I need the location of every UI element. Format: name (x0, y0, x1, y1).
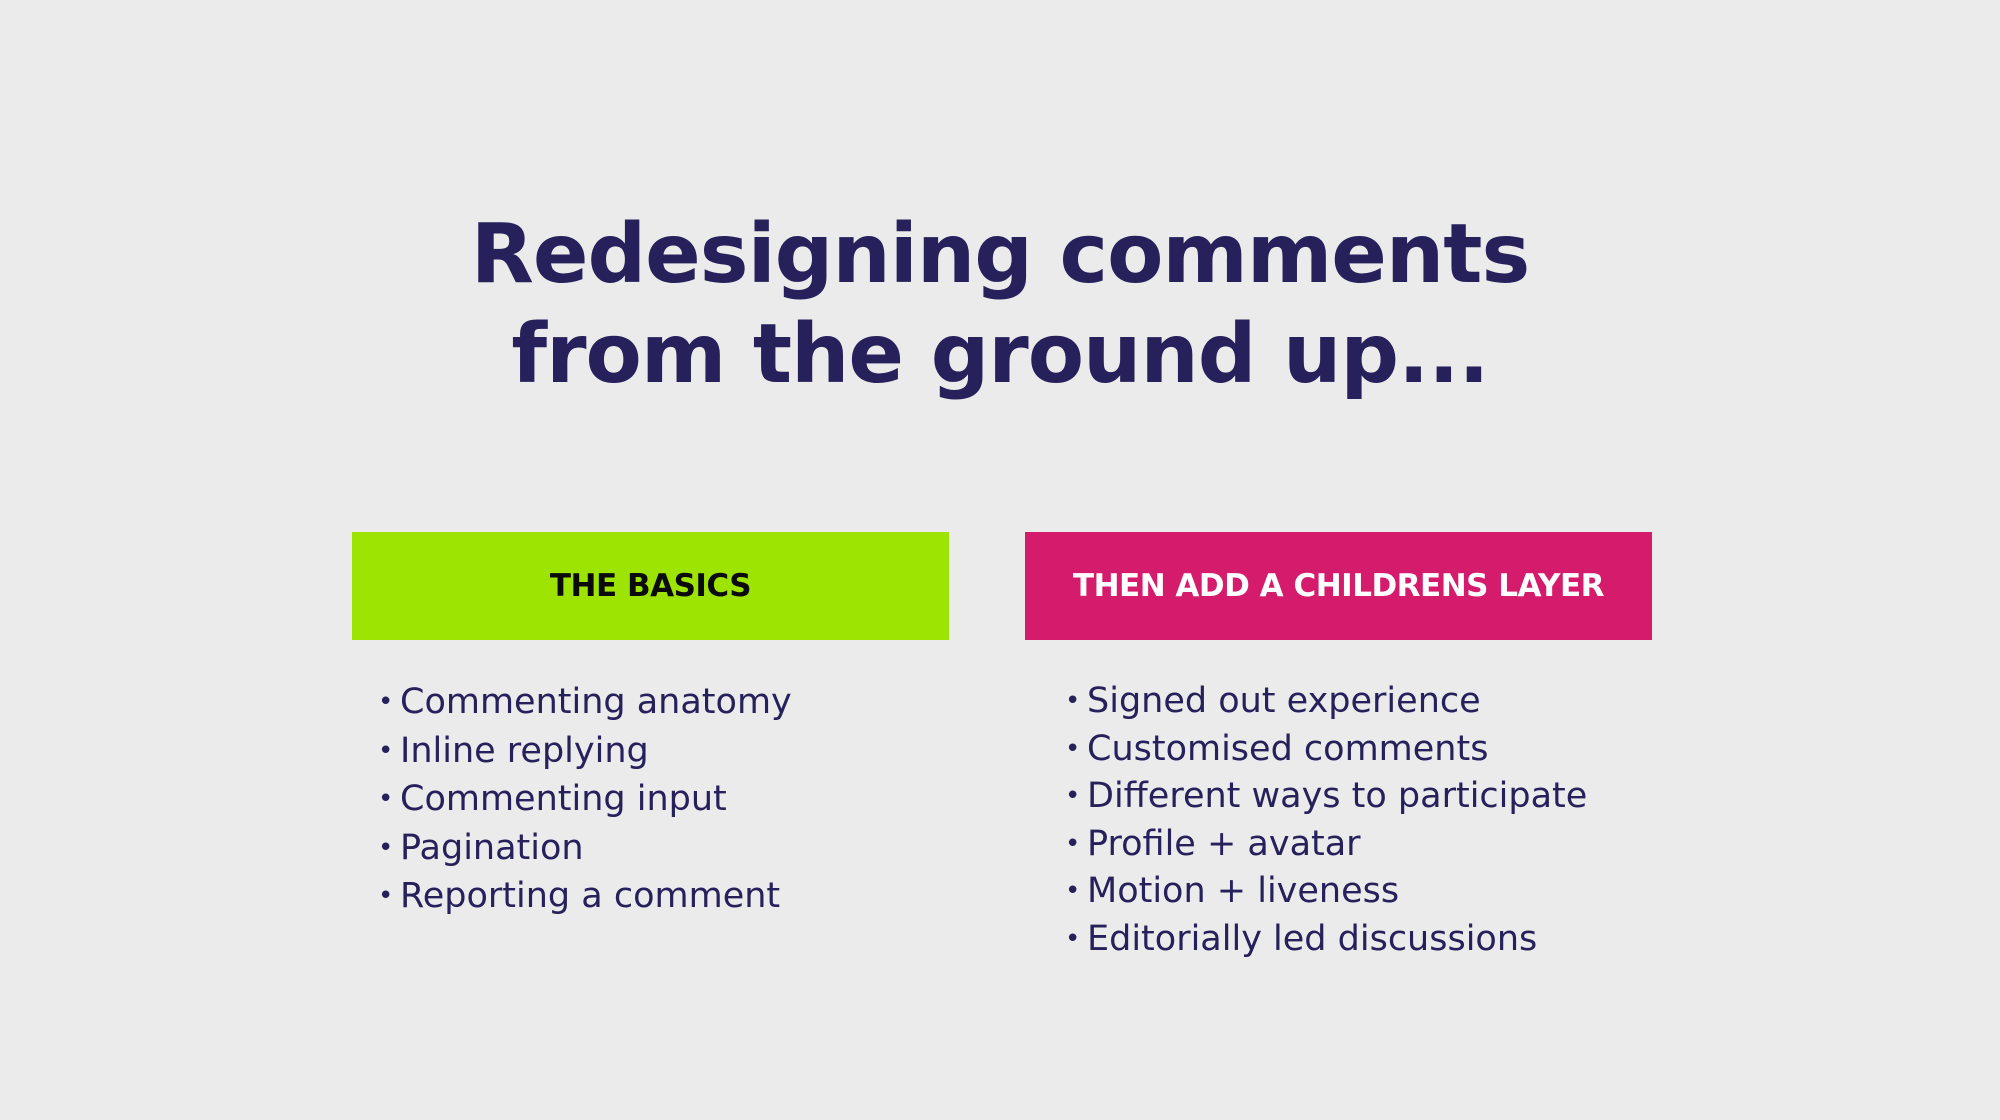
list-item: Inline replying (378, 727, 792, 776)
title-line-2: from the ground up... (511, 307, 1489, 402)
childrens-layer-list: Signed out experience Customised comment… (1065, 678, 1587, 964)
title-line-1: Redesigning comments (470, 207, 1531, 302)
list-item: Customised comments (1065, 726, 1587, 774)
list-item: Commenting anatomy (378, 678, 792, 727)
list-item: Pagination (378, 824, 792, 873)
list-item: Commenting input (378, 775, 792, 824)
list-item: Editorially led discussions (1065, 916, 1587, 964)
childrens-layer-header-label: THEN ADD A CHILDRENS LAYER (1072, 568, 1605, 604)
basics-list: Commenting anatomy Inline replying Comme… (378, 678, 792, 921)
list-item: Signed out experience (1065, 678, 1587, 726)
list-item: Different ways to participate (1065, 773, 1587, 821)
childrens-layer-header: THEN ADD A CHILDRENS LAYER (1025, 532, 1652, 640)
list-item: Reporting a comment (378, 872, 792, 921)
list-item: Profile + avatar (1065, 821, 1587, 869)
basics-header: THE BASICS (352, 532, 949, 640)
list-item: Motion + liveness (1065, 868, 1587, 916)
basics-header-label: THE BASICS (549, 568, 752, 604)
page-title: Redesigning comments from the ground up.… (0, 205, 2000, 405)
